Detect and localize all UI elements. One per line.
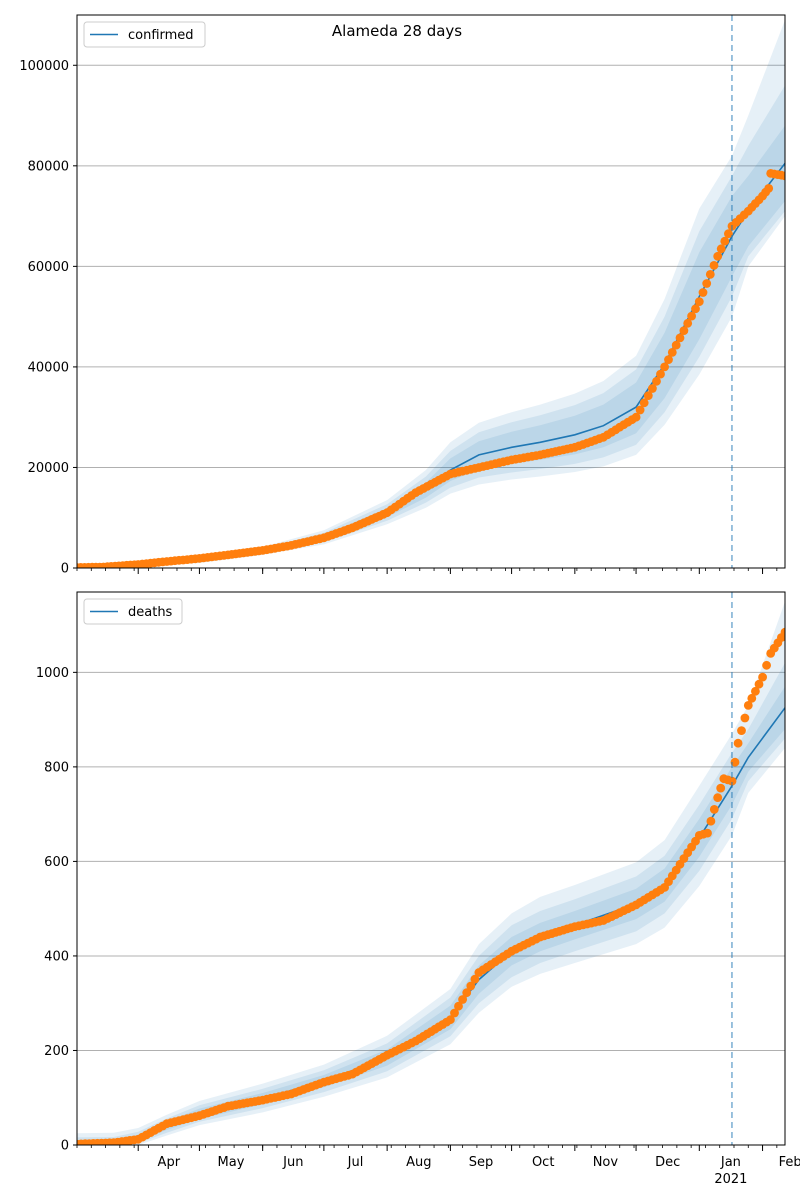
observed-point — [656, 369, 665, 379]
legend-box — [83, 598, 183, 625]
observed-point — [671, 340, 681, 350]
observed-point — [713, 793, 723, 802]
x-tick-label: Dec — [655, 1155, 680, 1170]
observed-point — [694, 297, 704, 306]
observed-point — [687, 311, 696, 321]
observed-point — [635, 405, 645, 415]
observed-point — [454, 1001, 463, 1011]
y-tick-label: 1000 — [36, 666, 69, 681]
y-tick-label: 100000 — [19, 59, 69, 74]
uncertainty-band-inner — [77, 125, 785, 568]
uncertainty-band-inner — [77, 686, 785, 1145]
observed-point — [747, 693, 757, 703]
y-tick-label: 20000 — [28, 461, 69, 476]
observed-point — [724, 229, 733, 239]
y-tick-label: 200 — [44, 1044, 69, 1059]
observed-point — [691, 304, 700, 314]
observed-point — [754, 679, 764, 689]
observed-point — [450, 1008, 459, 1018]
legend-label: confirmed — [128, 28, 194, 43]
observed-point — [720, 236, 730, 246]
x-tick-label: May — [218, 1155, 245, 1170]
observed-point — [762, 660, 771, 670]
observed-point — [740, 713, 750, 723]
observed-point — [639, 398, 649, 408]
observed-point — [713, 251, 723, 261]
observed-point — [758, 672, 767, 682]
legend: confirmed — [83, 21, 206, 48]
y-tick-label: 0 — [61, 562, 69, 577]
axes-frame — [76, 591, 786, 1146]
observed-point — [751, 686, 760, 696]
legend-label: deaths — [128, 605, 173, 620]
observed-point — [702, 279, 712, 288]
observed-point — [466, 981, 476, 991]
figure-title: Alameda 28 days — [332, 22, 462, 40]
plot-area — [77, 20, 785, 568]
observed-point — [643, 391, 653, 400]
x-tick-label: Oct — [532, 1155, 554, 1170]
observed-point — [733, 738, 743, 748]
model-line — [77, 707, 785, 1145]
observed-point — [660, 362, 669, 372]
x-tick-label: Jan — [720, 1155, 741, 1170]
observed-point — [462, 988, 472, 998]
y-tick-label: 60000 — [28, 260, 69, 275]
plot-area — [77, 601, 785, 1145]
observed-point — [648, 384, 657, 393]
legend: deaths — [83, 598, 183, 625]
x-tick-label: Apr — [158, 1155, 181, 1170]
confirmed-panel: 0 20000 40000 60000 80000 100000 confirmed — [19, 14, 786, 577]
uncertainty-band-outer — [77, 601, 785, 1145]
uncertainty-band-middle — [77, 85, 785, 568]
x-tick-label: Jun — [282, 1155, 303, 1170]
x-tick-label: Jul — [347, 1155, 364, 1170]
y-tick-label: 80000 — [28, 159, 69, 174]
x-tick-label: Aug — [406, 1155, 431, 1170]
axes-frame — [76, 14, 786, 569]
x-tick-label: Feb — [779, 1155, 800, 1170]
observed-point — [737, 726, 746, 735]
observed-point — [705, 270, 715, 279]
observed-point — [730, 757, 740, 767]
observed-point — [743, 701, 753, 710]
observed-point — [698, 288, 708, 297]
observed-point — [675, 333, 685, 343]
legend-box — [83, 21, 206, 48]
y-tick-label: 800 — [44, 760, 69, 775]
observed-point — [709, 261, 719, 270]
y-tick-label: 0 — [61, 1139, 69, 1154]
y-tick-label: 600 — [44, 855, 69, 870]
observed-point — [679, 326, 689, 335]
observed-point — [652, 376, 661, 386]
deaths-panel: 0 200 400 600 800 1000 Apr May Jun Jul Aug Sep Oct No… — [36, 591, 800, 1187]
observed-point — [458, 995, 467, 1004]
y-tick-label: 400 — [44, 949, 69, 964]
observed-point — [716, 783, 726, 793]
observed-point — [664, 355, 673, 364]
x-tick-label: Nov — [593, 1155, 619, 1170]
observed-point — [727, 776, 737, 786]
x-tick-label: Sep — [469, 1155, 494, 1170]
observed-point — [631, 412, 641, 422]
observed-point — [683, 318, 693, 328]
x-year-label: 2021 — [714, 1172, 747, 1187]
observed-point — [470, 974, 480, 984]
observed-point — [709, 805, 719, 814]
observed-point — [764, 184, 774, 193]
observed-point — [780, 171, 785, 181]
observed-point — [706, 816, 716, 826]
y-tick-label: 40000 — [28, 360, 69, 375]
observed-point — [446, 1015, 455, 1025]
observed-point — [703, 828, 712, 838]
observed-point — [780, 627, 785, 637]
observed-point — [667, 348, 677, 357]
observed-point — [716, 244, 726, 254]
